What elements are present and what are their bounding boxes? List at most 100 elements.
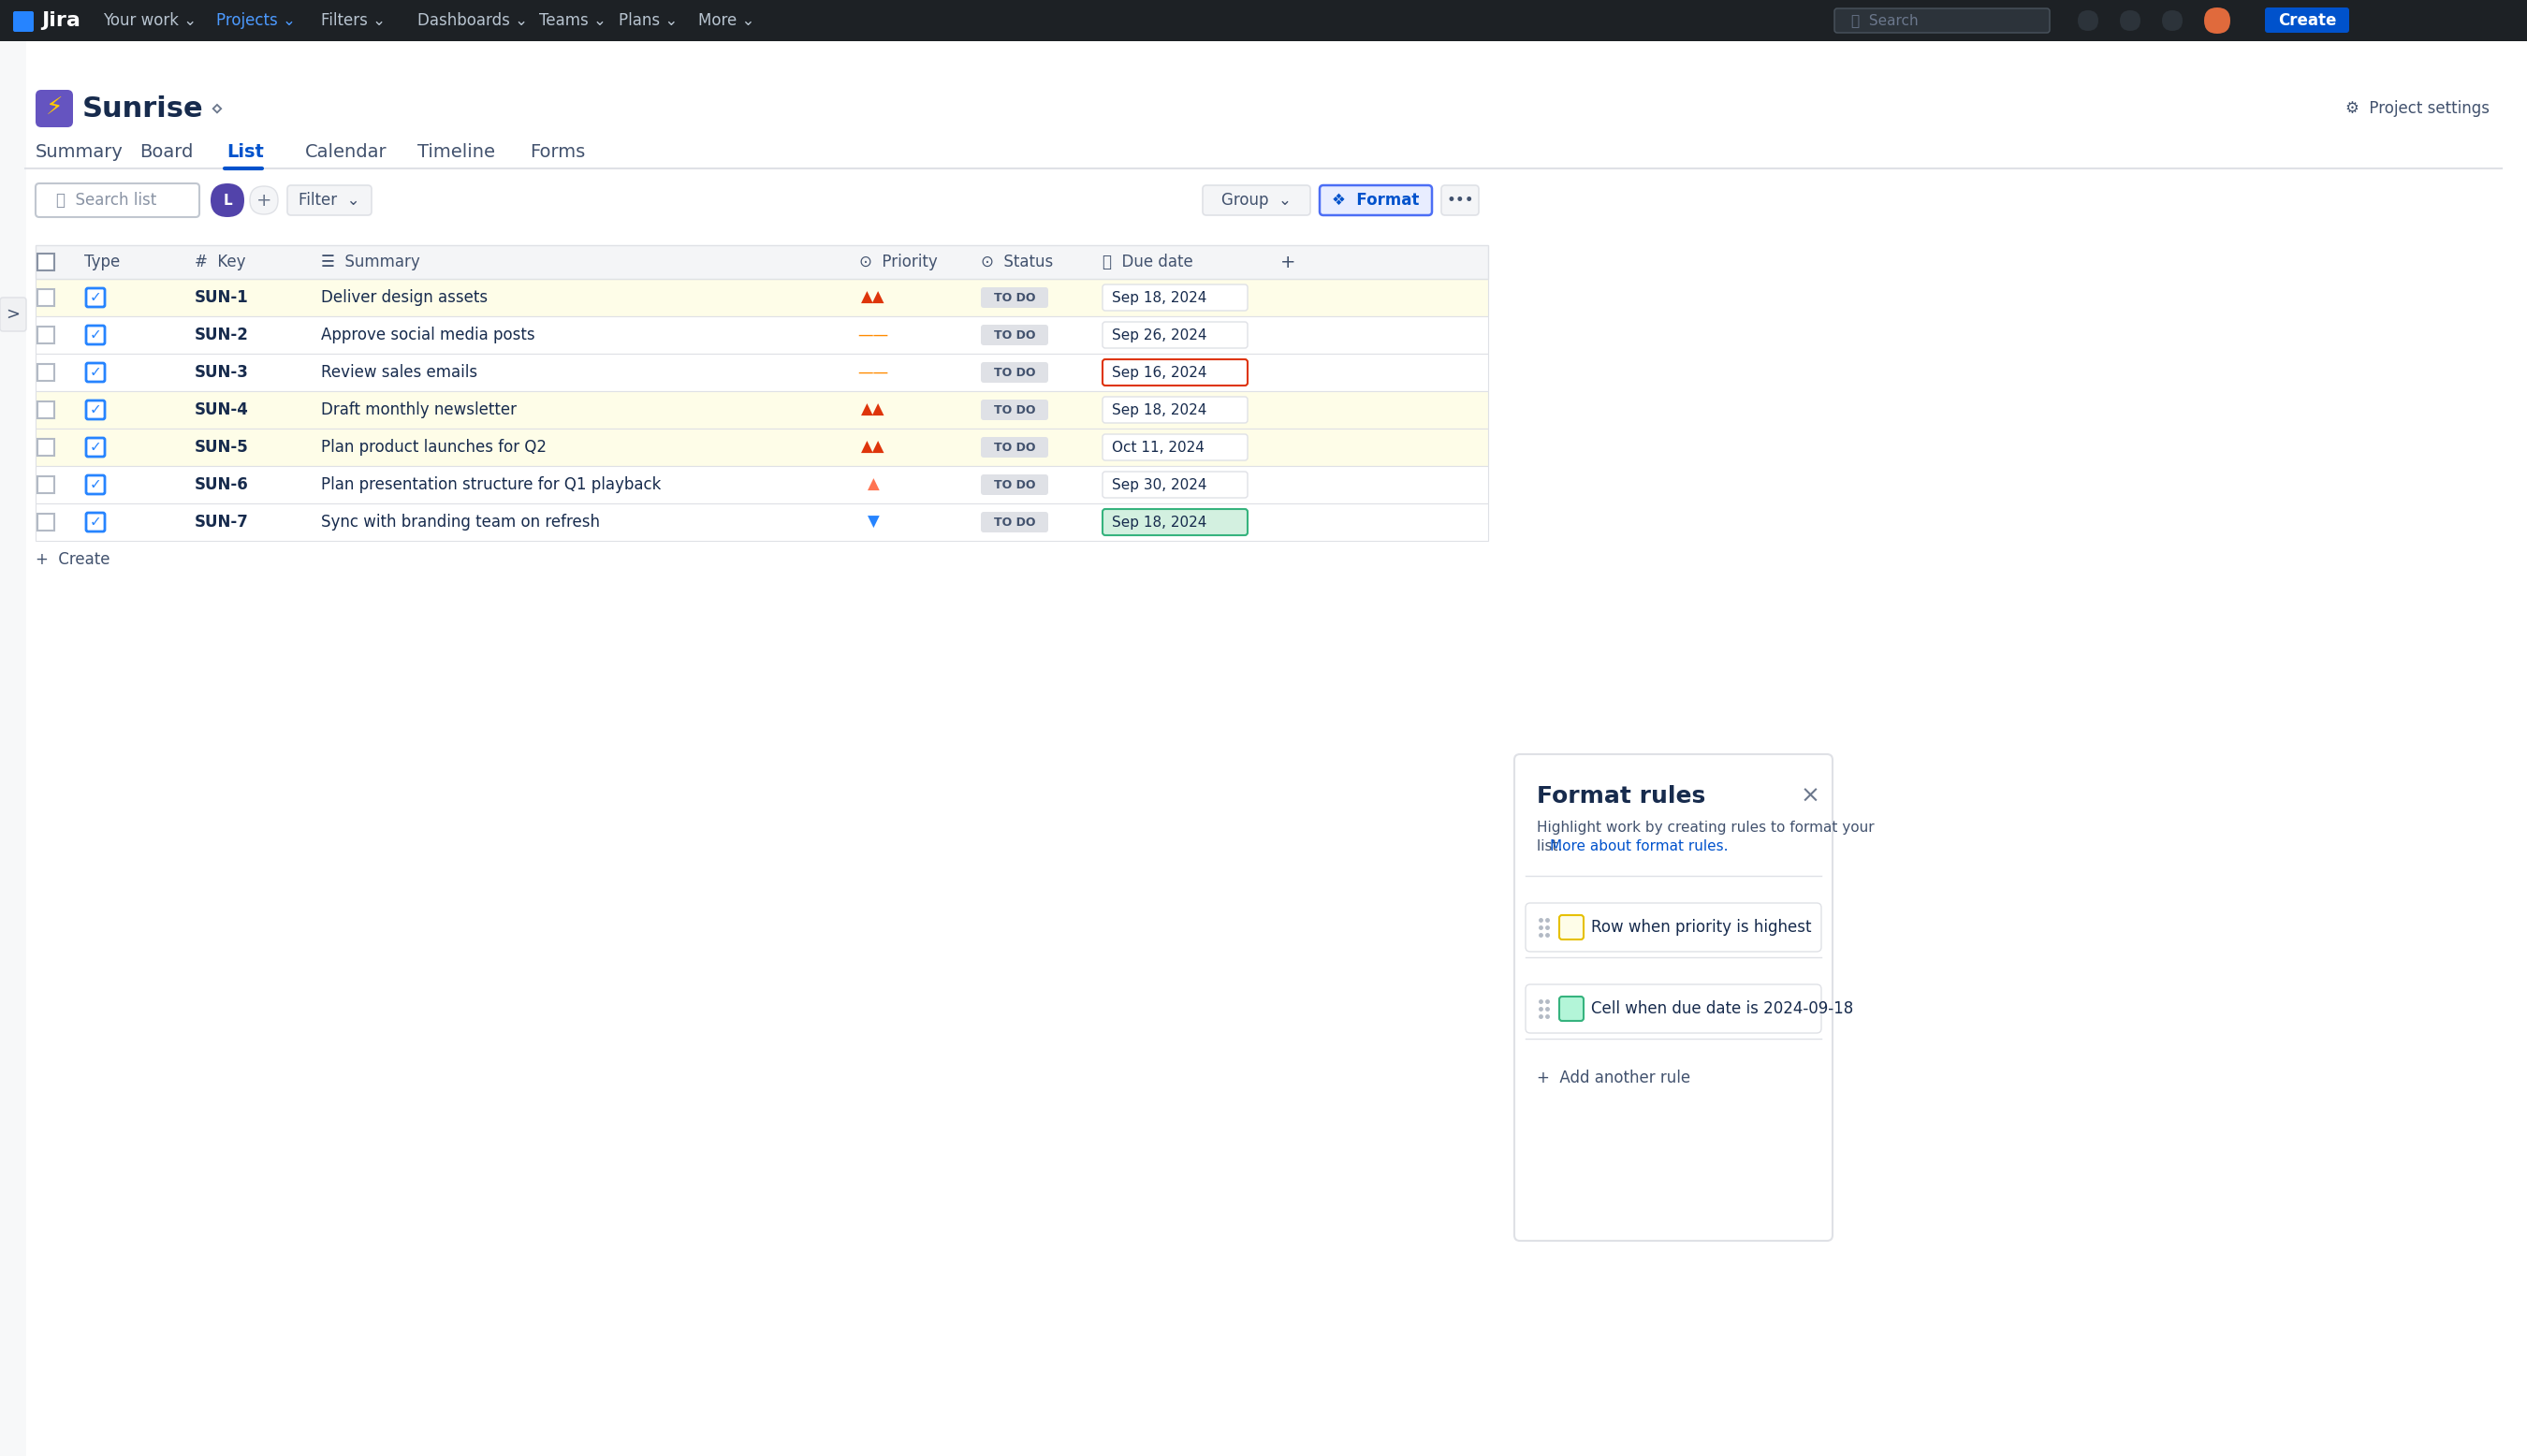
Text: ▲▲: ▲▲ <box>862 290 884 306</box>
FancyBboxPatch shape <box>1203 185 1312 215</box>
Bar <box>38 326 53 344</box>
Text: TO DO: TO DO <box>993 367 1036 379</box>
Text: •••: ••• <box>1445 192 1473 208</box>
FancyBboxPatch shape <box>1559 996 1584 1021</box>
Text: More ⌄: More ⌄ <box>697 12 756 29</box>
FancyBboxPatch shape <box>1102 284 1248 310</box>
FancyBboxPatch shape <box>1102 396 1248 422</box>
Bar <box>0 0 2527 41</box>
Text: Plans ⌄: Plans ⌄ <box>619 12 677 29</box>
FancyBboxPatch shape <box>13 12 33 32</box>
FancyBboxPatch shape <box>288 185 371 215</box>
Text: Jira: Jira <box>40 12 81 31</box>
FancyBboxPatch shape <box>0 297 25 332</box>
Bar <box>38 438 53 456</box>
Text: Forms: Forms <box>531 143 586 160</box>
Bar <box>35 392 1488 428</box>
Text: List: List <box>227 143 263 160</box>
Text: ✓: ✓ <box>88 403 101 416</box>
FancyBboxPatch shape <box>980 475 1049 495</box>
Text: ❖  Format: ❖ Format <box>1332 192 1420 208</box>
FancyBboxPatch shape <box>1102 360 1248 386</box>
FancyBboxPatch shape <box>980 437 1049 457</box>
Text: 🔍  Search: 🔍 Search <box>1852 13 1918 28</box>
Text: ▼: ▼ <box>867 514 879 530</box>
Text: 🔍  Search list: 🔍 Search list <box>56 192 157 208</box>
Bar <box>35 466 1488 504</box>
FancyBboxPatch shape <box>86 288 104 307</box>
Text: >: > <box>5 306 20 323</box>
Text: Plan presentation structure for Q1 playback: Plan presentation structure for Q1 playb… <box>321 476 662 494</box>
Text: Oct 11, 2024: Oct 11, 2024 <box>1112 440 1205 454</box>
Text: Sep 18, 2024: Sep 18, 2024 <box>1112 291 1208 304</box>
Bar <box>35 428 1488 466</box>
FancyBboxPatch shape <box>1102 434 1248 460</box>
Text: SUN-4: SUN-4 <box>195 402 248 418</box>
Text: list.: list. <box>1536 839 1572 853</box>
Text: TO DO: TO DO <box>993 515 1036 529</box>
Text: Row when priority is highest: Row when priority is highest <box>1592 919 1812 936</box>
FancyBboxPatch shape <box>1835 9 2049 32</box>
Text: #  Key: # Key <box>195 253 245 271</box>
FancyBboxPatch shape <box>1559 916 1584 939</box>
Bar <box>38 253 53 271</box>
FancyBboxPatch shape <box>1526 984 1822 1034</box>
FancyBboxPatch shape <box>86 513 104 531</box>
FancyBboxPatch shape <box>1440 185 1478 215</box>
Text: TO DO: TO DO <box>993 291 1036 304</box>
Text: Projects ⌄: Projects ⌄ <box>217 12 296 29</box>
Bar <box>38 290 53 306</box>
Text: Format rules: Format rules <box>1536 785 1706 808</box>
Text: Summary: Summary <box>35 143 124 160</box>
FancyBboxPatch shape <box>1319 185 1433 215</box>
Text: Deliver design assets: Deliver design assets <box>321 290 488 306</box>
Text: SUN-5: SUN-5 <box>195 438 248 456</box>
FancyBboxPatch shape <box>980 287 1049 307</box>
Text: Draft monthly newsletter: Draft monthly newsletter <box>321 402 516 418</box>
Text: TO DO: TO DO <box>993 403 1036 416</box>
Bar <box>35 354 1488 392</box>
Text: Filter  ⌄: Filter ⌄ <box>298 192 359 208</box>
Text: ☰  Summary: ☰ Summary <box>321 253 419 271</box>
Text: ✓: ✓ <box>88 440 101 454</box>
Text: ▲▲: ▲▲ <box>862 438 884 456</box>
FancyBboxPatch shape <box>1102 472 1248 498</box>
Text: ×: × <box>1799 785 1819 808</box>
Text: Board: Board <box>139 143 192 160</box>
FancyBboxPatch shape <box>2204 7 2231 33</box>
Text: ⊙  Status: ⊙ Status <box>980 253 1054 271</box>
FancyBboxPatch shape <box>250 186 278 214</box>
FancyBboxPatch shape <box>980 399 1049 421</box>
FancyBboxPatch shape <box>86 475 104 494</box>
Text: ——: —— <box>857 326 890 344</box>
Text: Sync with branding team on refresh: Sync with branding team on refresh <box>321 514 599 530</box>
Text: SUN-3: SUN-3 <box>195 364 248 381</box>
Text: Highlight work by creating rules to format your: Highlight work by creating rules to form… <box>1536 820 1875 834</box>
Text: ——: —— <box>857 364 890 381</box>
FancyBboxPatch shape <box>980 325 1049 345</box>
FancyBboxPatch shape <box>86 400 104 419</box>
Text: Timeline: Timeline <box>417 143 495 160</box>
Text: Sunrise: Sunrise <box>83 95 205 122</box>
FancyBboxPatch shape <box>980 363 1049 383</box>
FancyBboxPatch shape <box>210 183 245 217</box>
Text: More about format rules.: More about format rules. <box>1549 839 1728 853</box>
Text: ▲: ▲ <box>867 476 879 494</box>
FancyBboxPatch shape <box>2163 10 2183 31</box>
Text: Type: Type <box>83 253 121 271</box>
FancyBboxPatch shape <box>35 90 73 127</box>
Text: TO DO: TO DO <box>993 329 1036 341</box>
Text: +  Create: + Create <box>35 552 111 568</box>
Text: Your work ⌄: Your work ⌄ <box>104 12 197 29</box>
Text: Approve social media posts: Approve social media posts <box>321 326 536 344</box>
FancyBboxPatch shape <box>980 513 1049 533</box>
Text: Sep 16, 2024: Sep 16, 2024 <box>1112 365 1208 380</box>
FancyBboxPatch shape <box>86 363 104 381</box>
FancyBboxPatch shape <box>2077 10 2097 31</box>
Text: ⋄: ⋄ <box>210 99 222 118</box>
Bar <box>35 280 1488 316</box>
Text: ⚙  Project settings: ⚙ Project settings <box>2345 100 2489 116</box>
FancyBboxPatch shape <box>1102 322 1248 348</box>
Text: Calendar: Calendar <box>306 143 387 160</box>
Text: Group  ⌄: Group ⌄ <box>1221 192 1291 208</box>
